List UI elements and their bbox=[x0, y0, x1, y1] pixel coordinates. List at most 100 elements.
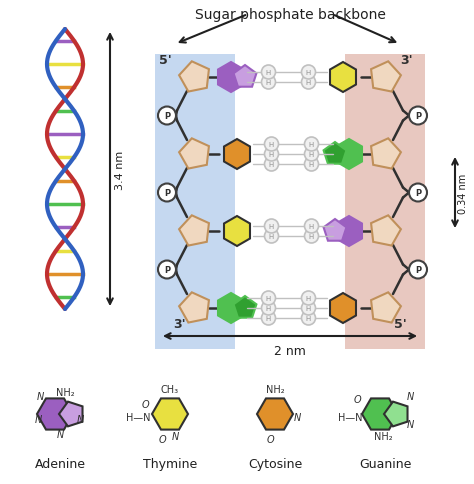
Polygon shape bbox=[224, 216, 250, 246]
Text: H—N: H—N bbox=[338, 412, 362, 422]
Circle shape bbox=[301, 66, 316, 80]
Text: P: P bbox=[164, 112, 170, 121]
Text: H: H bbox=[269, 233, 274, 240]
Text: H: H bbox=[309, 142, 314, 148]
Polygon shape bbox=[330, 63, 356, 93]
Text: H: H bbox=[306, 295, 311, 302]
Text: 5': 5' bbox=[393, 318, 406, 331]
Text: NH₂: NH₂ bbox=[266, 384, 284, 394]
Circle shape bbox=[264, 229, 279, 243]
Circle shape bbox=[304, 148, 319, 162]
Text: CH₃: CH₃ bbox=[161, 384, 179, 394]
Text: Guanine: Guanine bbox=[359, 457, 411, 470]
Text: 3': 3' bbox=[401, 53, 413, 66]
Circle shape bbox=[409, 107, 427, 125]
Text: H: H bbox=[309, 233, 314, 240]
Circle shape bbox=[262, 311, 275, 325]
Polygon shape bbox=[371, 293, 401, 323]
Circle shape bbox=[301, 302, 316, 316]
Text: N: N bbox=[36, 391, 44, 401]
Polygon shape bbox=[234, 66, 256, 88]
Polygon shape bbox=[336, 140, 362, 170]
Text: H: H bbox=[306, 305, 311, 311]
Polygon shape bbox=[179, 293, 209, 323]
Polygon shape bbox=[218, 293, 244, 323]
Circle shape bbox=[158, 107, 176, 125]
Text: H: H bbox=[309, 151, 314, 158]
Circle shape bbox=[264, 148, 279, 162]
Circle shape bbox=[409, 184, 427, 202]
Circle shape bbox=[158, 261, 176, 279]
Text: Thymine: Thymine bbox=[143, 457, 197, 470]
Text: P: P bbox=[164, 265, 170, 274]
Text: 5': 5' bbox=[159, 53, 172, 66]
Text: O: O bbox=[158, 434, 166, 444]
Text: NH₂: NH₂ bbox=[55, 387, 74, 397]
Text: H: H bbox=[269, 162, 274, 167]
Circle shape bbox=[301, 76, 316, 90]
Text: H: H bbox=[266, 316, 271, 321]
Text: H—N: H—N bbox=[126, 412, 150, 422]
Text: H: H bbox=[306, 80, 311, 86]
Text: H: H bbox=[269, 142, 274, 148]
Text: 3.4 nm: 3.4 nm bbox=[115, 150, 125, 189]
Polygon shape bbox=[218, 63, 244, 93]
Text: 3': 3' bbox=[173, 318, 186, 331]
Text: H: H bbox=[266, 295, 271, 302]
Text: 0.34 nm: 0.34 nm bbox=[458, 173, 468, 213]
Polygon shape bbox=[324, 143, 346, 165]
FancyBboxPatch shape bbox=[155, 55, 235, 349]
Text: P: P bbox=[164, 189, 170, 197]
Text: Adenine: Adenine bbox=[35, 457, 85, 470]
Polygon shape bbox=[330, 293, 356, 323]
Text: N: N bbox=[56, 429, 64, 439]
Text: N: N bbox=[406, 391, 414, 401]
Polygon shape bbox=[179, 62, 209, 92]
Polygon shape bbox=[371, 62, 401, 92]
Text: N: N bbox=[172, 431, 179, 441]
Text: Sugar phosphate backbone: Sugar phosphate backbone bbox=[194, 8, 385, 22]
Circle shape bbox=[264, 158, 279, 172]
Text: H: H bbox=[269, 151, 274, 158]
Polygon shape bbox=[234, 296, 256, 318]
Circle shape bbox=[304, 220, 319, 233]
Text: H: H bbox=[269, 224, 274, 229]
Text: P: P bbox=[415, 189, 421, 197]
Polygon shape bbox=[224, 140, 250, 170]
Text: H: H bbox=[306, 70, 311, 76]
Circle shape bbox=[264, 220, 279, 233]
Text: H: H bbox=[306, 316, 311, 321]
Circle shape bbox=[304, 158, 319, 172]
Text: O: O bbox=[353, 394, 361, 404]
Circle shape bbox=[262, 291, 275, 305]
Polygon shape bbox=[371, 139, 401, 169]
Circle shape bbox=[158, 184, 176, 202]
Text: N: N bbox=[293, 412, 301, 422]
Circle shape bbox=[262, 76, 275, 90]
Circle shape bbox=[262, 302, 275, 316]
Polygon shape bbox=[336, 216, 362, 246]
Circle shape bbox=[409, 261, 427, 279]
Polygon shape bbox=[371, 216, 401, 246]
Text: Cytosine: Cytosine bbox=[248, 457, 302, 470]
Text: N: N bbox=[406, 419, 414, 429]
Text: H: H bbox=[266, 70, 271, 76]
Polygon shape bbox=[179, 216, 209, 246]
Circle shape bbox=[301, 291, 316, 305]
Text: H: H bbox=[309, 224, 314, 229]
Circle shape bbox=[264, 138, 279, 151]
Text: O: O bbox=[141, 399, 149, 409]
Text: O: O bbox=[266, 434, 274, 444]
Text: NH₂: NH₂ bbox=[374, 431, 392, 441]
Circle shape bbox=[304, 229, 319, 243]
Text: P: P bbox=[415, 112, 421, 121]
Polygon shape bbox=[324, 220, 346, 241]
Text: P: P bbox=[415, 265, 421, 274]
Circle shape bbox=[262, 66, 275, 80]
Circle shape bbox=[304, 138, 319, 151]
Text: H: H bbox=[266, 80, 271, 86]
Text: H: H bbox=[266, 305, 271, 311]
Circle shape bbox=[301, 311, 316, 325]
FancyBboxPatch shape bbox=[345, 55, 425, 349]
Text: N: N bbox=[35, 414, 42, 424]
